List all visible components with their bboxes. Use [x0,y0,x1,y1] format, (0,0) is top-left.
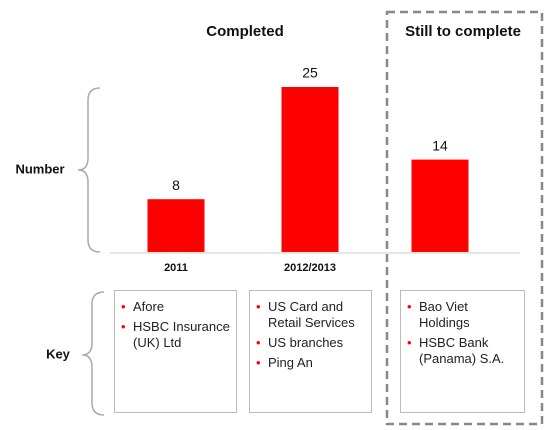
bar [281,87,339,252]
group-title: Still to complete [405,23,521,40]
key-list: US Card and Retail Services US branches Pi… [256,299,365,371]
key-box: Afore HSBC Insurance (UK) Ltd [114,290,237,413]
key-item: Afore [121,299,230,315]
key-item: HSBC Bank (Panama) S.A. [407,335,518,367]
key-label: Key [46,346,71,361]
key-item: Bao Viet Holdings [407,299,518,331]
key-item: Ping An [256,355,365,371]
bar [411,159,469,252]
x-tick-label: 2011 [164,262,188,274]
data-label: 14 [432,137,448,153]
group-title: Completed [206,23,284,40]
brace [77,87,101,253]
y-label: Number [15,161,64,176]
bar [147,199,205,252]
key-item: US branches [256,335,365,351]
key-box: Bao Viet Holdings HSBC Bank (Panama) S.A. [400,290,525,413]
data-label: 25 [302,65,318,81]
key-list: Bao Viet Holdings HSBC Bank (Panama) S.A. [407,299,518,367]
dashed-frame [385,10,544,426]
key-box: US Card and Retail Services US branches Pi… [249,290,372,413]
key-item: HSBC Insurance (UK) Ltd [121,319,230,351]
data-label: 8 [172,177,180,193]
x-tick-label: 2012/2013 [284,262,336,274]
key-item: US Card and Retail Services [256,299,365,331]
key-list: Afore HSBC Insurance (UK) Ltd [121,299,230,351]
brace [81,291,105,416]
